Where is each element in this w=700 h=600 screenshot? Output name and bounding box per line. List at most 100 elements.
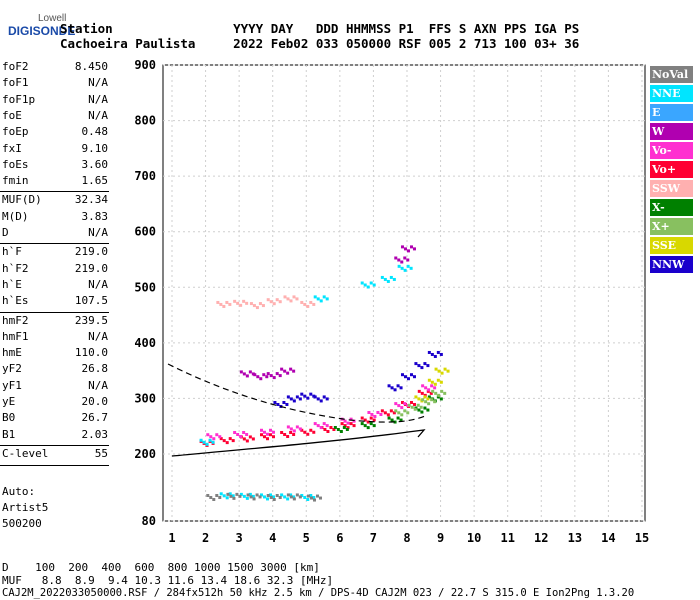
y-tick-label: 800 [134, 114, 156, 128]
echo-point [346, 421, 350, 425]
echo-point [298, 397, 302, 401]
echo-point [316, 424, 320, 428]
echo-point [269, 300, 273, 304]
echo-point [429, 391, 433, 395]
echo-point [222, 494, 226, 498]
echo-point [403, 256, 407, 260]
echo-point [261, 304, 265, 308]
echo-point [268, 428, 272, 432]
echo-point [406, 249, 410, 253]
echo-point [333, 425, 337, 429]
echo-point [285, 402, 289, 406]
echo-point [300, 300, 304, 304]
echo-point [212, 437, 216, 441]
echo-point [426, 397, 430, 401]
echo-point [239, 434, 243, 438]
echo-point [387, 416, 391, 420]
echo-point [380, 275, 384, 279]
echo-point [322, 295, 326, 299]
param-value: 107.5 [74, 294, 108, 308]
param-value: 26.7 [81, 411, 109, 425]
echo-point [280, 367, 284, 371]
echo-point [248, 492, 252, 496]
echo-point [423, 406, 427, 410]
echo-point [309, 496, 313, 500]
echo-point [373, 414, 377, 418]
echo-point [306, 304, 310, 308]
echo-point [346, 426, 350, 430]
param-row: h`F2 219.0 [2, 262, 108, 279]
echo-point [332, 427, 336, 431]
echo-point [427, 350, 431, 354]
echo-point [266, 372, 270, 376]
param-value: N/A [88, 108, 108, 122]
echo-point [278, 300, 282, 304]
echo-point [269, 374, 273, 378]
echo-point [289, 299, 293, 303]
param-separator [0, 191, 109, 193]
echo-point [393, 420, 397, 424]
echo-point [206, 433, 210, 437]
echo-point [386, 413, 390, 417]
echo-point [329, 425, 333, 429]
echo-point [295, 425, 299, 429]
echo-point [322, 395, 326, 399]
param-name: MUF(D) [2, 193, 42, 207]
echo-point [228, 302, 232, 306]
echo-point [295, 395, 299, 399]
echo-point [409, 400, 413, 404]
echo-point [269, 495, 273, 499]
echo-point [403, 247, 407, 251]
plot-frame [162, 64, 646, 522]
echo-traces [199, 245, 450, 502]
x-tick-label: 9 [437, 531, 444, 545]
x-tick-label: 15 [635, 531, 649, 545]
echo-point [316, 297, 320, 301]
legend-item: Vo+ [650, 161, 693, 178]
echo-point [406, 411, 410, 415]
echo-point [427, 378, 431, 382]
echo-point [414, 395, 418, 399]
param-name: fmin [2, 174, 29, 188]
echo-point [403, 402, 407, 406]
legend-item: E [650, 104, 693, 121]
echo-point [406, 377, 410, 381]
echo-point [436, 378, 440, 382]
echo-point [400, 373, 404, 377]
echo-point [289, 367, 293, 371]
echo-point [232, 496, 236, 500]
echo-point [380, 409, 384, 413]
echo-point [255, 306, 259, 310]
param-value: 55 [94, 446, 108, 460]
echo-point [259, 428, 263, 432]
echo-point [248, 370, 252, 374]
echo-point [251, 494, 255, 498]
x-tick-label: 14 [601, 531, 615, 545]
echo-point [437, 369, 441, 373]
echo-point [397, 404, 401, 408]
echo-point [245, 439, 249, 443]
echo-point [372, 424, 376, 428]
grid-lines [163, 64, 645, 522]
echo-point [275, 493, 279, 497]
x-tick-label: 11 [500, 531, 514, 545]
x-tick-label: 2 [202, 531, 209, 545]
echo-point [390, 418, 394, 422]
footer-muf-row: MUF 8.8 8.9 9.4 10.3 11.6 13.4 18.6 32.3… [2, 574, 334, 587]
echo-point [225, 496, 229, 500]
param-row: hmF2 239.5 [2, 314, 108, 331]
echo-point [400, 413, 404, 417]
echo-point [209, 435, 213, 439]
echo-point [396, 416, 400, 420]
param-name: hmF1 [2, 329, 29, 343]
param-name: yF1 [2, 378, 22, 392]
param-row: foF1 N/A [2, 76, 108, 93]
param-value: 8.450 [74, 60, 108, 73]
param-value: N/A [88, 329, 108, 343]
echo-point [206, 493, 210, 497]
param-name: D [2, 226, 9, 239]
echo-point [424, 386, 428, 390]
param-value: 9.10 [81, 141, 109, 155]
logo-line2: DIGISONDE [8, 24, 76, 38]
echo-point [262, 430, 266, 434]
